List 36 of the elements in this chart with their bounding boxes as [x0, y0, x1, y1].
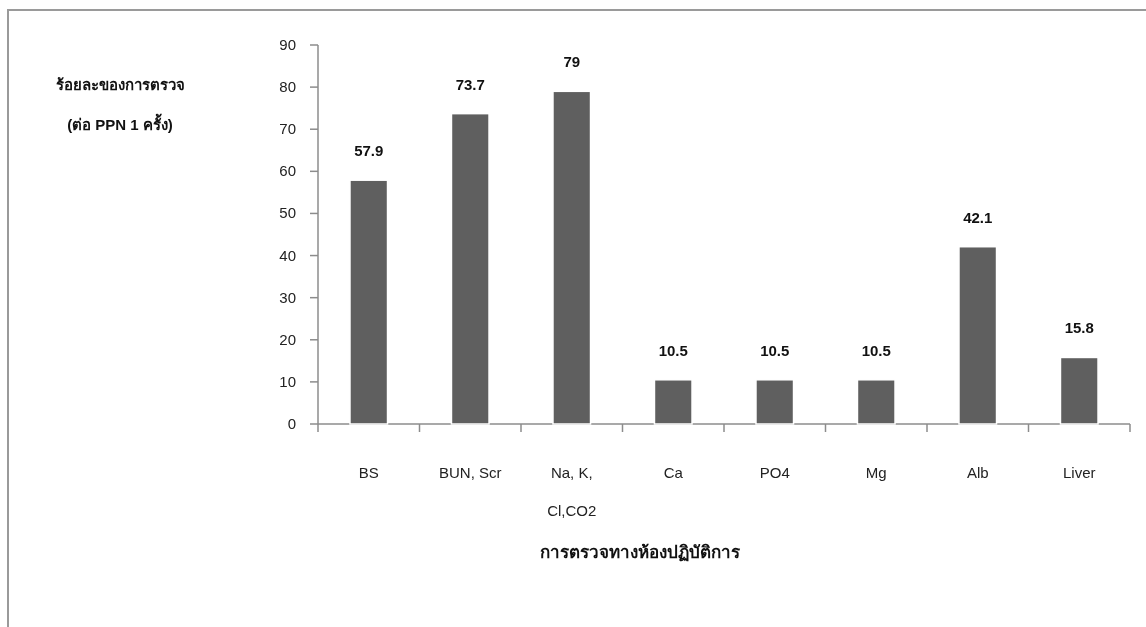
- category-label: Na, K, Cl,CO2: [547, 464, 597, 519]
- data-label: 73.7: [455, 75, 485, 93]
- bar: [755, 379, 795, 425]
- data-label: 42.1: [963, 208, 993, 226]
- x-tick-label: Mg: [865, 464, 887, 481]
- x-tick-label: Alb: [966, 464, 989, 481]
- x-axis-title: การตรวจทางห้องปฏิบัติการ: [540, 543, 741, 562]
- y-tick-label: 0: [287, 415, 296, 432]
- data-label: 10.5: [658, 341, 688, 359]
- x-tick-label: Ca: [663, 464, 684, 481]
- y-tick-label: 40: [279, 246, 296, 264]
- y-tick-label: 30: [279, 288, 296, 306]
- data-label: 10.5: [760, 341, 790, 359]
- y-tick-label: 80: [279, 78, 296, 96]
- bar: [958, 245, 998, 425]
- bar: [856, 379, 896, 425]
- y-tick-label: 50: [279, 204, 296, 222]
- data-label: 57.9: [354, 142, 384, 160]
- y-tick-label: 70: [279, 120, 296, 138]
- y-tick-label: 60: [279, 162, 296, 180]
- x-tick-label: Liver: [1062, 464, 1096, 481]
- text: ร้อยละของการตรวจ (ต่อ PPN 1 ครั้ง): [55, 76, 185, 133]
- x-tick-label: PO4: [759, 464, 790, 481]
- bar: [1059, 356, 1099, 425]
- bar: [450, 112, 490, 425]
- bar: [552, 90, 592, 425]
- bar: [349, 179, 389, 425]
- y-tick-label: 10: [279, 372, 296, 390]
- x-tick-label: BUN, Scr: [438, 464, 502, 481]
- x-tick-label: BS: [358, 464, 379, 481]
- data-label: 10.5: [861, 341, 891, 359]
- data-label: 79: [563, 53, 581, 71]
- bar: [653, 379, 693, 425]
- y-tick-label: 20: [279, 330, 296, 348]
- data-label: 15.8: [1064, 319, 1094, 337]
- y-tick-label: 90: [279, 36, 296, 53]
